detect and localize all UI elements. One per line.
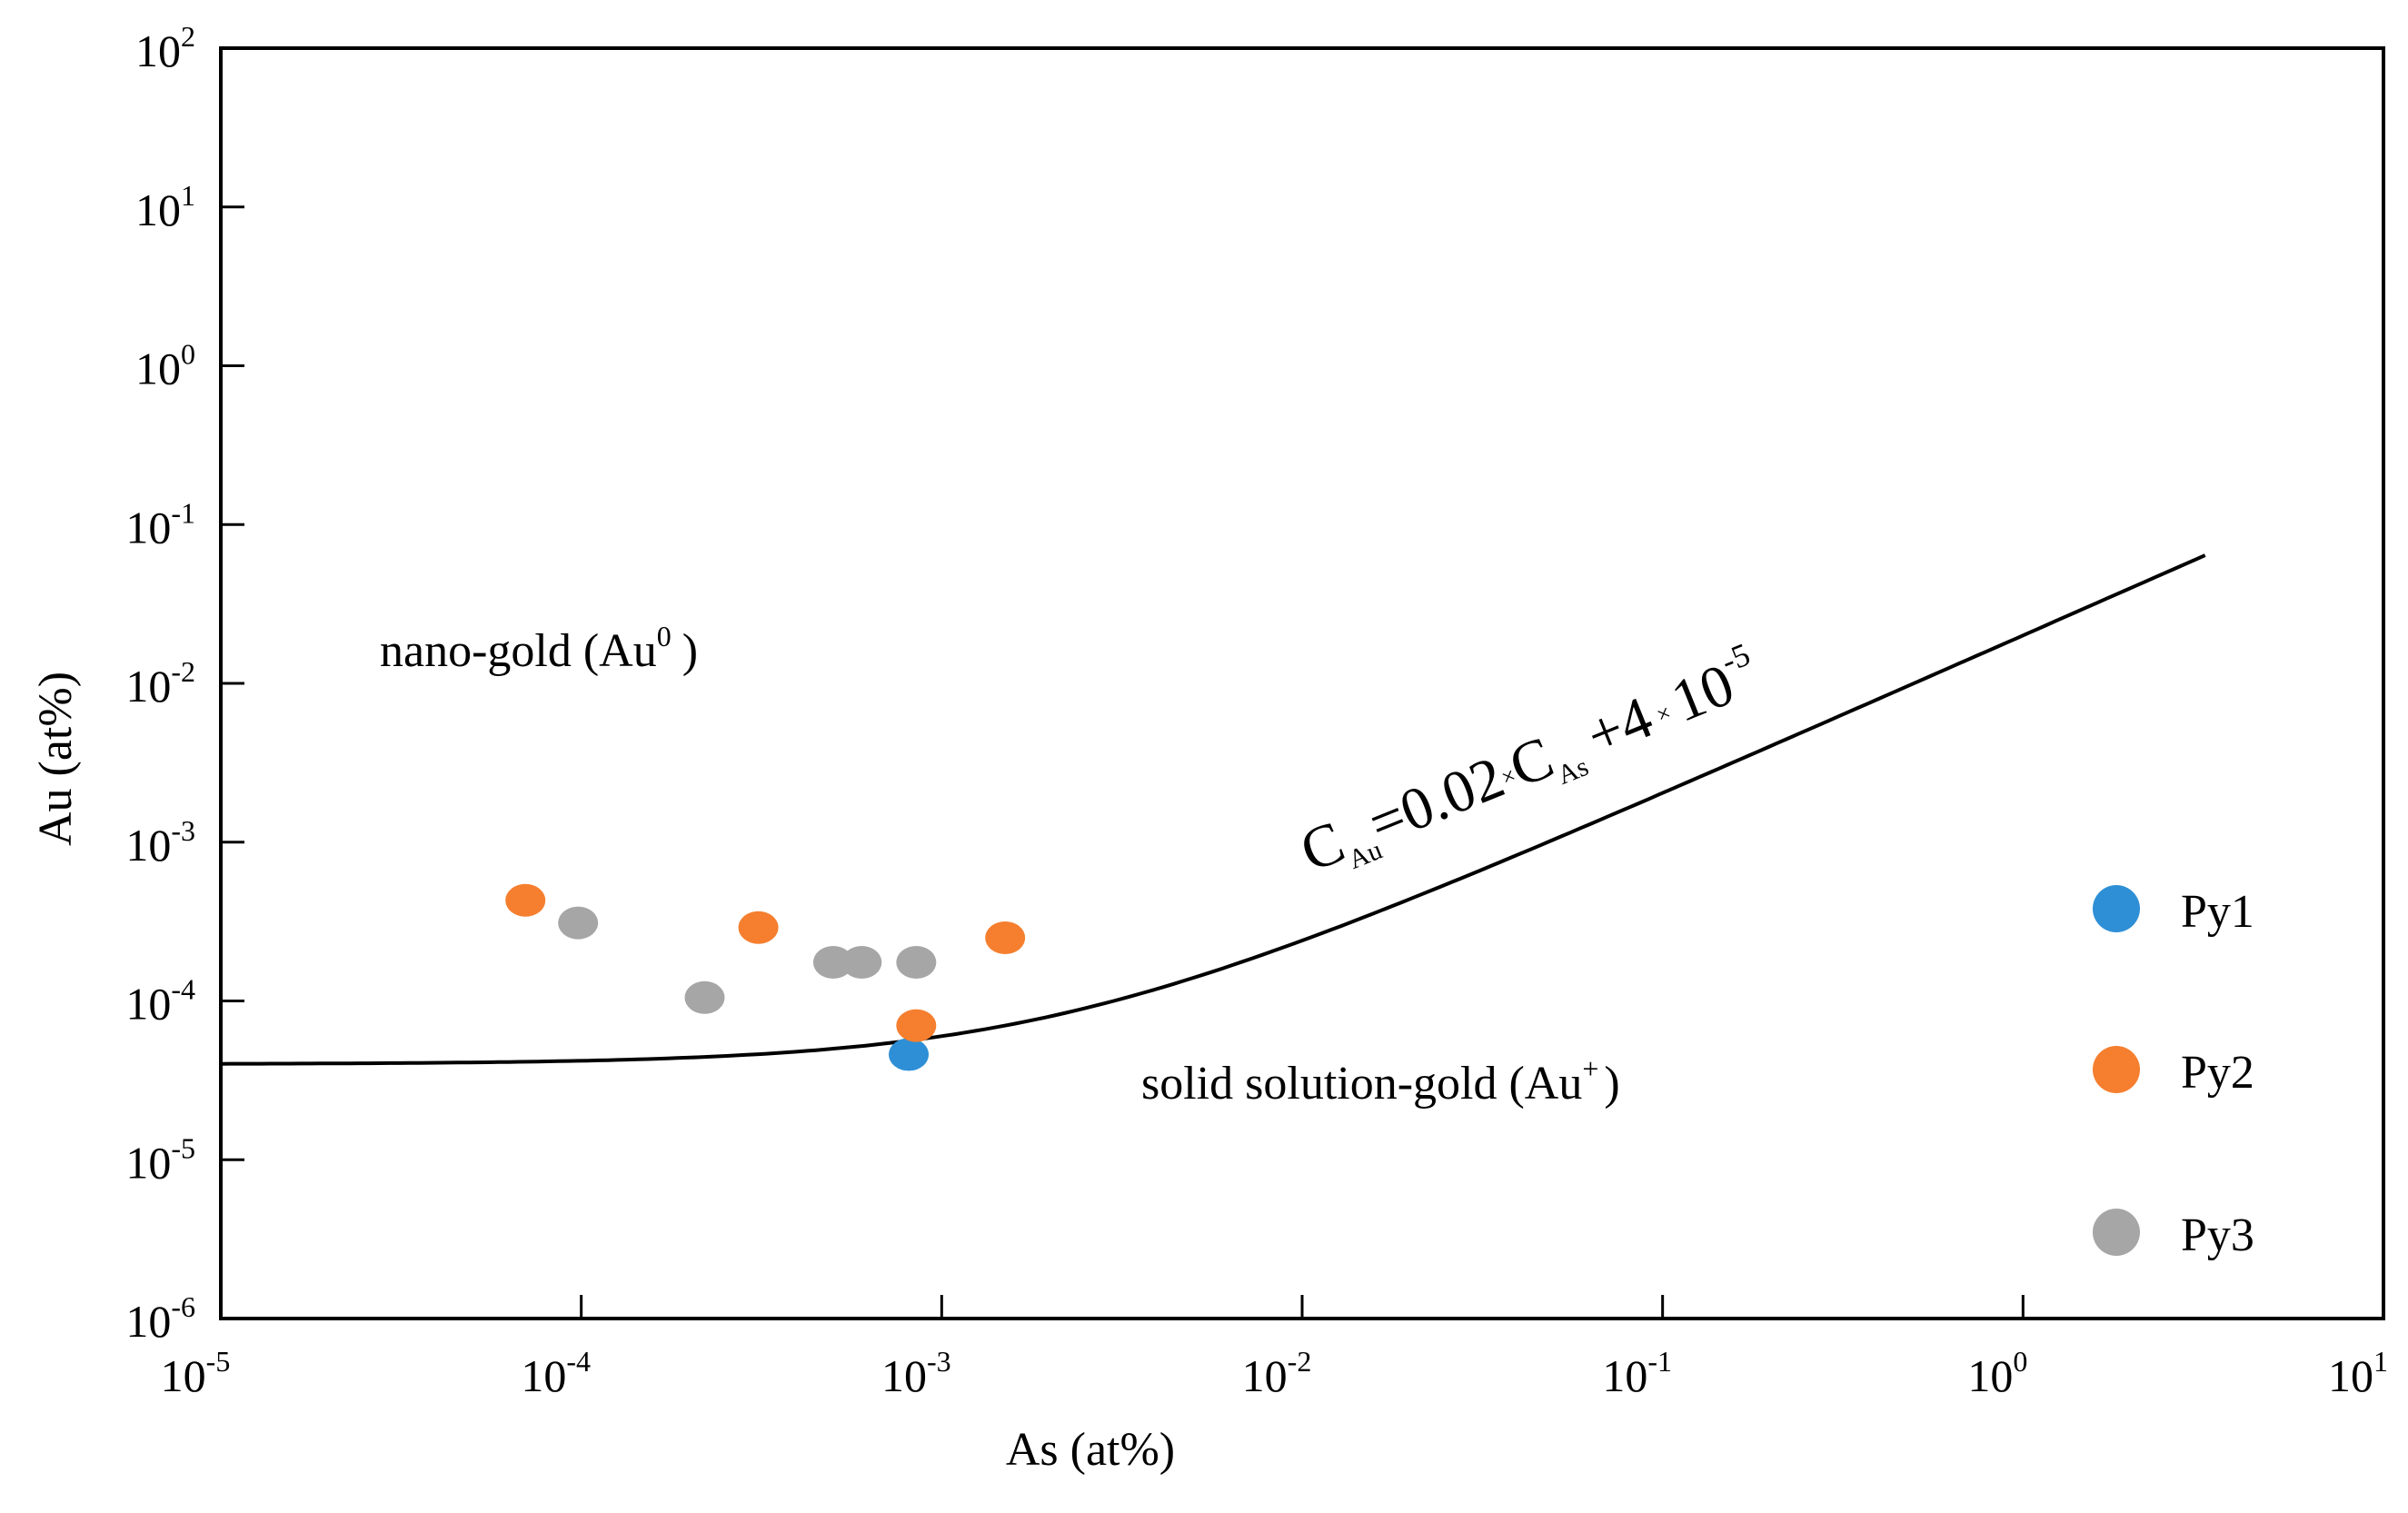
x-tick-base: 10: [1967, 1350, 2013, 1401]
solid-solution-sup: +: [1582, 1052, 1598, 1085]
x-tick-base: 10: [881, 1350, 927, 1401]
x-tick-exp: -3: [927, 1345, 951, 1378]
x-tick-base: 10: [161, 1350, 206, 1401]
y-tick-label: 100: [135, 338, 195, 394]
x-tick-base: 10: [2328, 1350, 2373, 1401]
data-point-py3: [684, 980, 725, 1014]
data-point-py2: [505, 883, 546, 917]
data-point-py2: [896, 1009, 937, 1042]
x-tick-label: 10-3: [881, 1345, 951, 1401]
solid-solution-text: solid solution-gold (Au: [1141, 1058, 1582, 1110]
nano-gold-label: nano-gold (Au0): [380, 620, 698, 677]
y-tick-label: 10-1: [125, 496, 195, 552]
y-tick-base: 10: [135, 343, 181, 394]
data-point-py3: [841, 946, 882, 980]
y-tick-label: 101: [135, 179, 195, 235]
legend-label-py1: Py1: [2181, 886, 2254, 938]
model-curve-line: [220, 553, 2206, 1066]
y-tick-base: 10: [125, 661, 171, 712]
y-tick-label: 10-6: [125, 1290, 195, 1347]
x-tick-exp: 1: [2373, 1345, 2388, 1378]
data-point-py1: [889, 1038, 930, 1071]
y-tick-base: 10: [125, 502, 171, 552]
y-tick-label: 10-5: [125, 1131, 195, 1188]
y-tick-label: 10-3: [125, 814, 195, 871]
y-tick-exp: -5: [171, 1131, 195, 1164]
y-tick-label: 10-2: [125, 655, 195, 712]
y-tick-base: 10: [125, 1137, 171, 1188]
nano-gold-text: nano-gold (Au: [380, 625, 657, 677]
nano-gold-sup: 0: [657, 620, 672, 652]
legend-label-py2: Py2: [2181, 1047, 2254, 1099]
x-tick-label: 10-1: [1602, 1345, 1672, 1401]
legend-marker-py2: [2093, 1046, 2140, 1093]
x-tick-label: 10-4: [521, 1345, 591, 1401]
legend-marker-py1: [2093, 885, 2140, 932]
data-points: [505, 883, 1026, 1071]
data-point-py3: [812, 946, 853, 980]
x-axis-title: As (at%): [1006, 1424, 1175, 1476]
x-tick-label: 101: [2328, 1345, 2388, 1401]
x-tick-label: 10-5: [161, 1345, 231, 1401]
data-point-py2: [738, 911, 779, 944]
nano-gold-close: ): [682, 625, 698, 677]
legend: Py1 Py2 Py3: [2093, 885, 2254, 1261]
y-tick-exp: -6: [171, 1290, 195, 1323]
legend-marker-py3: [2093, 1209, 2140, 1256]
data-point-py3: [896, 946, 937, 980]
x-tick-exp: -1: [1647, 1345, 1672, 1378]
solid-solution-gold-label: solid solution-gold (Au+): [1141, 1052, 1620, 1110]
data-point-py2: [985, 921, 1026, 954]
y-tick-base: 10: [135, 184, 181, 235]
x-axis-ticks: 10-5 10-4 10-3 10-2 10-1 100 101: [161, 1295, 2388, 1401]
x-tick-base: 10: [521, 1350, 566, 1401]
y-tick-label: 10-4: [125, 973, 195, 1030]
data-point-py3: [558, 906, 599, 940]
x-tick-exp: -2: [1288, 1345, 1312, 1378]
y-tick-label: 102: [135, 20, 195, 76]
y-tick-exp: -2: [171, 655, 195, 688]
y-tick-exp: 0: [181, 338, 195, 371]
y-axis-title: Au (at%): [30, 672, 82, 846]
y-tick-base: 10: [125, 1296, 171, 1347]
x-tick-label: 10-2: [1242, 1345, 1312, 1401]
y-tick-base: 10: [125, 979, 171, 1030]
x-tick-base: 10: [1242, 1350, 1288, 1401]
y-tick-exp: 2: [181, 20, 195, 53]
x-tick-base: 10: [1602, 1350, 1647, 1401]
x-tick-label: 100: [1967, 1345, 2027, 1401]
y-tick-base: 10: [135, 25, 181, 76]
y-tick-exp: 1: [181, 179, 195, 212]
solid-solution-close: ): [1604, 1058, 1619, 1110]
x-tick-exp: -4: [566, 1345, 591, 1378]
legend-label-py3: Py3: [2181, 1209, 2254, 1261]
y-tick-exp: -3: [171, 814, 195, 847]
x-tick-exp: -5: [206, 1345, 231, 1378]
y-tick-base: 10: [125, 820, 171, 871]
y-tick-exp: -4: [171, 973, 195, 1006]
y-tick-exp: -1: [171, 496, 195, 529]
x-tick-exp: 0: [2013, 1345, 2027, 1378]
